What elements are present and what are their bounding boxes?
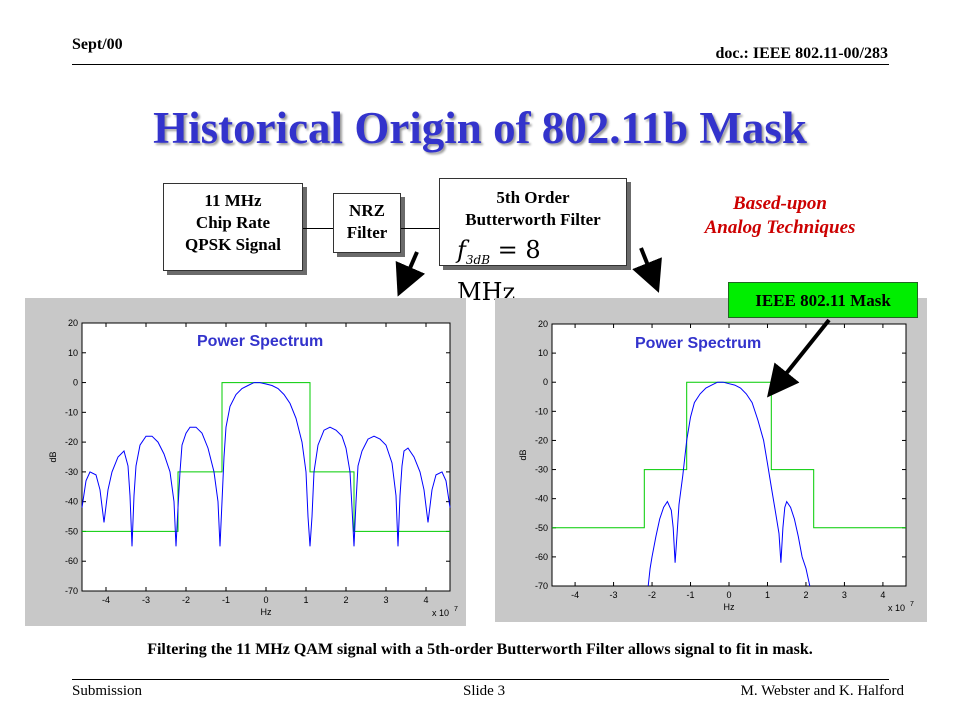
x-tick-label: -4 [571, 590, 579, 600]
footer-submission: Submission [72, 683, 143, 699]
x-axis-label: Hz [261, 607, 272, 617]
y-tick-label: -40 [65, 497, 78, 507]
y-tick-label: -50 [535, 523, 548, 533]
y-axis-label: dB [518, 449, 528, 460]
y-tick-label: -60 [535, 552, 548, 562]
connector-line [401, 228, 439, 229]
plot-title: Power Spectrum [197, 333, 324, 350]
butterworth-filter-block: 5th Order Butterworth Filter [439, 178, 627, 266]
x-tick-label: 3 [842, 590, 847, 600]
connector-line [303, 228, 333, 229]
y-tick-label: -70 [535, 581, 548, 591]
x-tick-label: -3 [142, 595, 150, 605]
nrz-filter-block: NRZ Filter [333, 193, 401, 253]
x-tick-label: 1 [765, 590, 770, 600]
spectrum-series [647, 381, 811, 587]
x-tick-label: 0 [726, 590, 731, 600]
chip-line-3: QPSK Signal [185, 235, 281, 254]
footer-slide-number: Slide 3 [463, 683, 506, 699]
x-tick-label: 4 [880, 590, 885, 600]
x-multiplier-exponent: 7 [910, 601, 914, 608]
x-tick-label: 4 [423, 595, 428, 605]
chip-line-2: Chip Rate [195, 213, 271, 232]
x-tick-label: 2 [343, 595, 348, 605]
y-tick-label: -70 [65, 586, 78, 596]
y-tick-label: -10 [65, 407, 78, 417]
plot-area [81, 322, 451, 592]
chip-rate-block: 11 MHz Chip Rate QPSK Signal [163, 183, 303, 271]
x-tick-label: -1 [222, 595, 230, 605]
y-axis-label: dB [48, 451, 58, 462]
y-tick-label: 10 [68, 348, 78, 358]
x-tick-label: 0 [263, 595, 268, 605]
x-multiplier: x 10 [432, 608, 449, 618]
note-line-2: Analog Techniques [704, 217, 856, 238]
x-multiplier-exponent: 7 [454, 606, 458, 613]
footer-rule [72, 679, 889, 680]
arrow-down-right [632, 247, 662, 293]
butter-line-2: Butterworth Filter [465, 210, 601, 229]
footer-authors: M. Webster and K. Halford [740, 683, 904, 699]
y-tick-label: 0 [73, 378, 78, 388]
nrz-line-1: NRZ [349, 201, 385, 220]
x-tick-label: 2 [803, 590, 808, 600]
mask-label: IEEE 802.11 Mask [728, 282, 918, 318]
y-tick-label: -40 [535, 494, 548, 504]
y-tick-label: 20 [68, 318, 78, 328]
slide-caption: Filtering the 11 MHz QAM signal with a 5… [147, 641, 813, 658]
x-tick-label: -2 [648, 590, 656, 600]
x-multiplier: x 10 [888, 603, 905, 613]
spectrum-series [81, 382, 451, 547]
plot-panel-left: -4 -3 -2 -1 0 1 2 3 4 20 10 0 -10 -20 -30 -40 -50 -60 -70 H… [25, 298, 466, 626]
y-tick-label: -20 [65, 437, 78, 447]
nrz-line-2: Filter [346, 223, 388, 242]
cutoff-formula: f3dB = 8 MHz [457, 234, 597, 306]
x-tick-label: 3 [383, 595, 388, 605]
formula-f: f [457, 236, 466, 264]
plot-panel-right: -4 -3 -2 -1 0 1 2 3 4 20 10 0 -10 -20 -30 -40 -50 -60 -70 H… [495, 298, 927, 622]
formula-value: = 8 MHz [457, 236, 541, 306]
mask-series [552, 381, 906, 529]
formula-subscript: 3dB [465, 252, 491, 267]
x-axis-label: Hz [724, 602, 735, 612]
x-tick-label: -4 [102, 595, 110, 605]
butter-line-1: 5th Order [496, 188, 570, 207]
header-date: Sept/00 [72, 36, 123, 53]
y-tick-label: 10 [538, 348, 548, 358]
y-tick-label: -20 [535, 435, 548, 445]
y-tick-label: -50 [65, 526, 78, 536]
y-tick-label: -30 [535, 465, 548, 475]
chip-line-1: 11 MHz [204, 191, 262, 210]
y-tick-label: -30 [65, 467, 78, 477]
y-tick-label: 0 [543, 377, 548, 387]
spectrum-plot-unfiltered: -4 -3 -2 -1 0 1 2 3 420100-10-20-30-40-50-60-70H… [48, 318, 458, 618]
analog-techniques-note: Based-upon Analog Techniques [680, 192, 880, 240]
x-tick-label: -2 [182, 595, 190, 605]
header-doc-id: doc.: IEEE 802.11-00/283 [715, 45, 888, 62]
y-tick-label: -10 [535, 406, 548, 416]
x-tick-label: -3 [610, 590, 618, 600]
y-tick-label: -60 [65, 556, 78, 566]
plot-title: Power Spectrum [635, 335, 762, 352]
note-line-1: Based-upon [733, 193, 827, 214]
x-tick-label: 1 [303, 595, 308, 605]
plot-area [551, 323, 907, 587]
header-rule [72, 64, 889, 65]
x-tick-label: -1 [687, 590, 695, 600]
arrow-down-left [395, 251, 426, 297]
slide-title: Historical Origin of 802.11b Mask [153, 103, 807, 153]
spectrum-plot-filtered: -4 -3 -2 -1 0 1 2 3 420100-10-20-30-40-50-60-70H… [518, 319, 914, 613]
y-tick-label: 20 [538, 319, 548, 329]
